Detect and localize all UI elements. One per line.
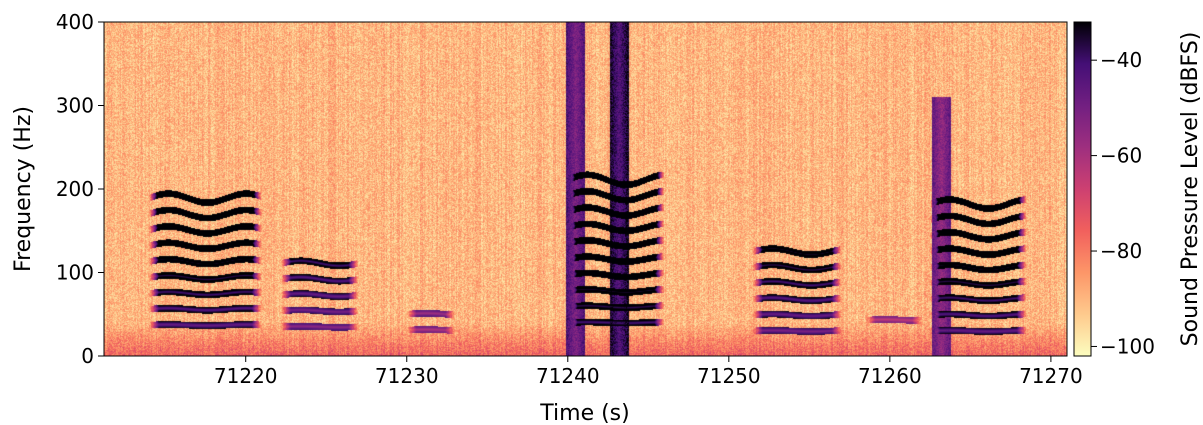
colorbar-tick-label: −100: [1100, 334, 1155, 358]
colorbar-tick-label: −40: [1100, 48, 1142, 72]
y-tick-label: 100: [56, 261, 94, 285]
x-tick-label: 71270: [1019, 364, 1083, 388]
spectrogram-heatmap: [104, 22, 1067, 356]
x-axis-ticks: 71220 71230 71240 71250 71260 71270: [214, 356, 1083, 388]
y-tick-label: 300: [56, 94, 94, 118]
colorbar-tick-label: −60: [1100, 144, 1142, 168]
x-tick-label: 71240: [536, 364, 600, 388]
x-tick-label: 71260: [858, 364, 922, 388]
colorbar-frame: [1073, 21, 1092, 357]
y-axis-label: Frequency (Hz): [11, 106, 36, 272]
colorbar-gradient: [1074, 22, 1091, 356]
y-tick-label: 200: [56, 177, 94, 201]
y-axis-ticks: 0 100 200 300 400: [56, 10, 104, 368]
y-tick-label: 0: [81, 344, 94, 368]
colorbar-tick-label: −80: [1100, 239, 1142, 263]
colorbar-label: Sound Pressure Level (dBFS): [1178, 32, 1203, 347]
y-tick-label: 400: [56, 10, 94, 34]
x-tick-label: 71220: [214, 364, 278, 388]
x-tick-label: 71230: [375, 364, 439, 388]
plot-area: [103, 21, 1068, 357]
colorbar: −40 −60 −80 −100 Sound Pressure Level (dBFS…: [1073, 21, 1203, 358]
x-axis-label: Time (s): [539, 401, 629, 425]
colorbar-ticks: −40 −60 −80 −100: [1091, 48, 1155, 358]
x-tick-label: 71250: [697, 364, 761, 388]
